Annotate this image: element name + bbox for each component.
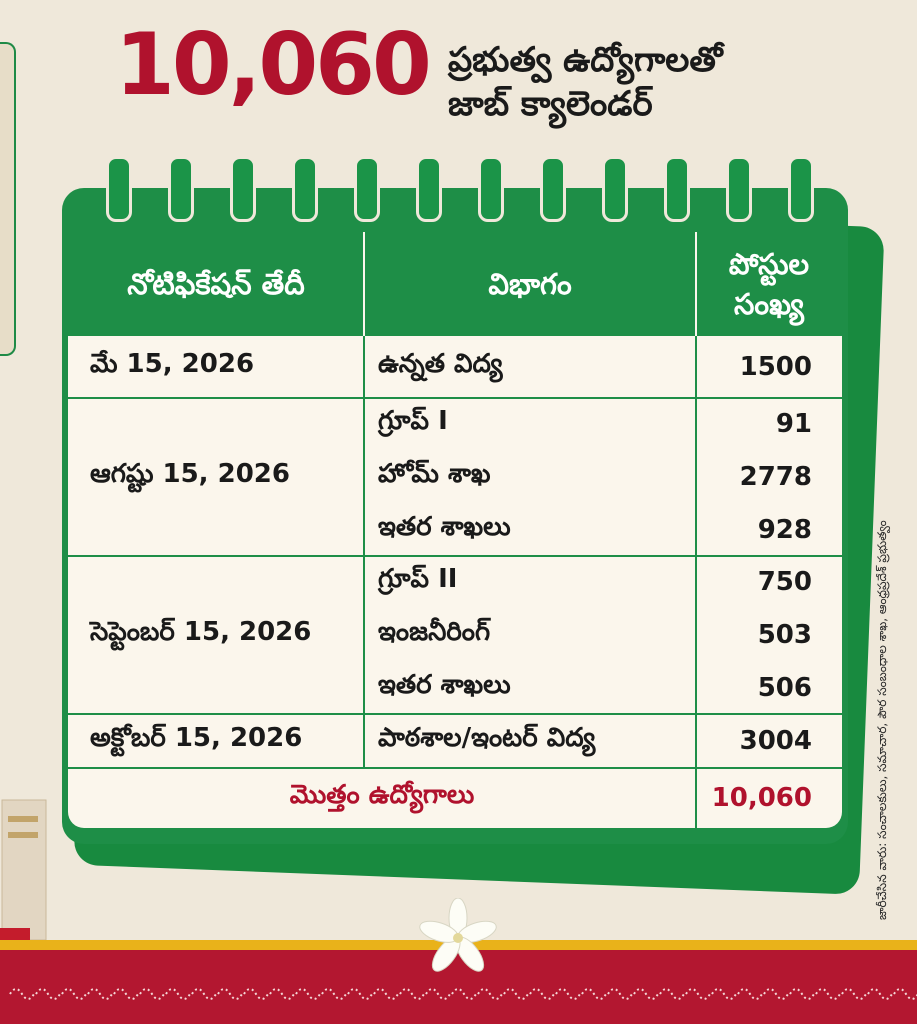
column-header: నోటిఫికేషన్ తేదీ [68,232,364,336]
footer-dot-wave [711,988,737,1000]
calendar-ring [540,156,566,222]
notification-date: సెప్టెంబర్ 15, 2026 [90,617,312,647]
total-jobs-headline: 10,060 [115,15,432,115]
row-divider [68,555,842,557]
footer-dot-wave [607,988,633,1000]
column-divider [363,336,365,768]
footer-pattern [9,988,917,1000]
footer-dot-wave [61,988,87,1000]
calendar-ring [726,156,752,222]
post-count: 3004 [739,726,812,756]
footer-dot-wave [451,988,477,1000]
calendar-ring [106,156,132,222]
department-name: ఇంజనీరింగ్ [378,616,491,647]
column-header: విభాగం [364,232,696,336]
headline-subtitle: ప్రభుత్వ ఉద్యోగాలతో జాబ్ క్యాలెండర్ [448,38,723,126]
calendar-ring [354,156,380,222]
footer-dot-wave [685,988,711,1000]
footer-red-band [0,950,917,1024]
header-divider [363,232,365,336]
notification-date: మే 15, 2026 [90,349,255,379]
headline-line-1: ప్రభుత్వ ఉద్యోగాలతో [448,40,723,80]
footer-dot-wave [425,988,451,1000]
footer-dot-wave [893,988,917,1000]
footer-dot-wave [581,988,607,1000]
post-count: 91 [775,409,812,440]
department-name: ఇతర శాఖలు [378,669,511,700]
footer-dot-wave [399,988,425,1000]
column-header-line: విభాగం [488,267,572,301]
calendar-ring [602,156,628,222]
footer-dot-wave [555,988,581,1000]
footer-dot-wave [217,988,243,1000]
footer-dot-wave [113,988,139,1000]
post-count: 503 [757,619,812,650]
total-label: మొత్తం ఉద్యోగాలు [289,780,475,810]
post-count: 750 [757,567,812,598]
table-header [68,232,842,336]
calendar-ring [478,156,504,222]
footer-dot-wave [321,988,347,1000]
post-count: 1500 [739,352,812,382]
calendar-ring [416,156,442,222]
column-header-line: నోటిఫికేషన్ తేదీ [127,267,305,301]
footer-dot-wave [165,988,191,1000]
calendar-ring [788,156,814,222]
footer-dot-wave [503,988,529,1000]
calendar-ring [292,156,318,222]
column-header-line: పోస్టుల [728,247,810,281]
notification-date: ఆగష్టు 15, 2026 [90,459,290,489]
footer-dot-wave [347,988,373,1000]
footer-dot-wave [295,988,321,1000]
footer-dot-wave [737,988,763,1000]
department-name: గ్రూప్ I [378,406,448,437]
header-divider [695,232,697,336]
footer-dot-wave [191,988,217,1000]
footer-dot-wave [477,988,503,1000]
column-header: పోస్టుల సంఖ్య [696,232,842,336]
jasmine-flower-icon [419,898,497,972]
calendar-ring [168,156,194,222]
footer-dot-wave [789,988,815,1000]
left-edge-card [0,42,16,356]
row-divider [68,767,842,769]
department-name: హోమ్ శాఖ [378,458,491,489]
footer-dot-wave [373,988,399,1000]
footer-dot-wave [659,988,685,1000]
footer-dot-wave [9,988,35,1000]
department-name: పాఠశాల/ఇంటర్ విద్య [378,723,596,753]
footer-dot-wave [633,988,659,1000]
footer-dot-wave [139,988,165,1000]
calendar-ring [664,156,690,222]
department-name: గ్రూప్ II [378,564,458,595]
post-count: 928 [757,514,812,545]
footer-dot-wave [87,988,113,1000]
footer-dot-wave [841,988,867,1000]
department-name: ఉన్నత విద్య [378,349,503,379]
left-gift-decoration [0,799,47,940]
notification-date: అక్టోబర్ 15, 2026 [90,723,303,753]
department-name: ఇతర శాఖలు [378,511,511,542]
post-count: 506 [757,672,812,703]
footer-dot-wave [243,988,269,1000]
footer-dot-wave [35,988,61,1000]
footer-dot-wave [763,988,789,1000]
footer-dot-wave [867,988,893,1000]
footer-dot-wave [529,988,555,1000]
row-divider [68,713,842,715]
issuer-credit: జారీచేసిన వారు: సంచాలకులు, సమాచార, పౌర స… [875,520,889,920]
footer-dot-wave [815,988,841,1000]
column-divider [695,232,697,828]
post-count: 2778 [739,461,812,492]
column-header-line: సంఖ్య [734,287,804,321]
calendar-ring [230,156,256,222]
row-divider [68,397,842,399]
headline-line-2: జాబ్ క్యాలెండర్ [448,84,653,124]
footer-dot-wave [269,988,295,1000]
total-value: 10,060 [711,783,812,813]
